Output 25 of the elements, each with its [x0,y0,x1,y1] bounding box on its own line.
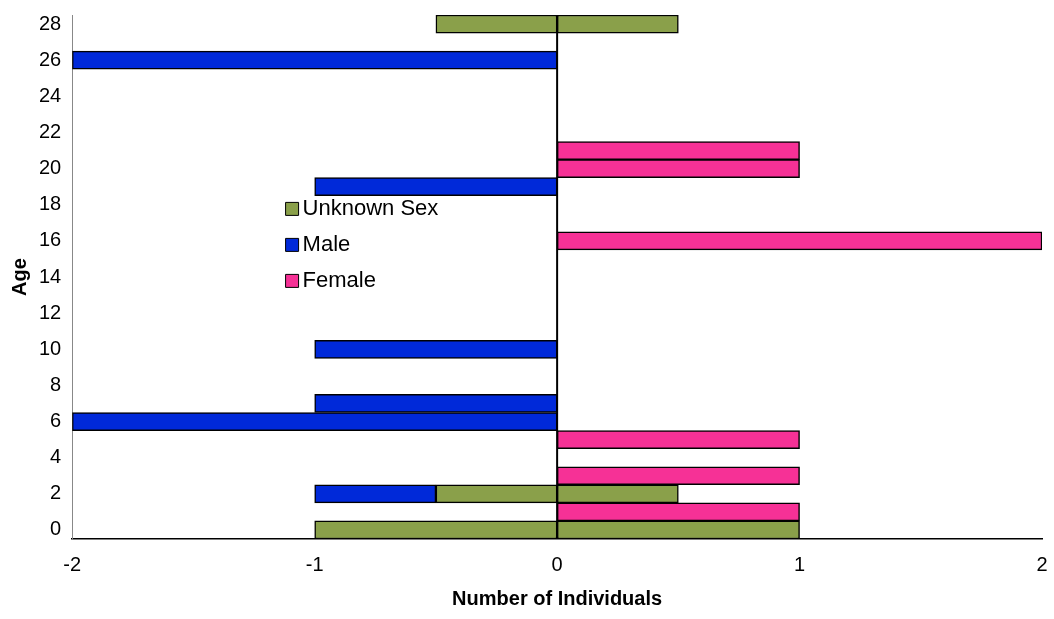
y-tick-label: 12 [39,300,62,323]
legend-label: Male [302,231,351,257]
x-tick-label: 1 [794,552,806,575]
y-tick-label: 20 [39,156,62,179]
y-tick-label: 4 [50,445,62,468]
y-tick-label: 26 [39,47,62,70]
y-tick-label: 6 [50,409,62,432]
y-tick-label: 0 [50,517,62,540]
y-tick-label: 2 [50,481,62,504]
y-tick-label: 14 [39,264,62,287]
y-tick-label: 8 [50,372,62,395]
x-axis-title: Number of Individuals [452,586,663,609]
y-tick-label: 22 [39,119,62,142]
y-tick-label: 24 [39,83,62,106]
y-tick-label: 18 [39,192,62,215]
legend-label: Unknown Sex [302,195,439,221]
x-tick-label: -1 [305,552,324,575]
x-tick-label: -2 [63,552,82,575]
y-tick-label: 10 [39,336,62,359]
x-tick-label: 0 [551,552,563,575]
y-tick-label: 16 [39,228,62,251]
x-tick-label: 2 [1036,552,1048,575]
y-axis-title: Age [7,258,30,296]
legend-label: Female [302,267,376,293]
y-tick-label: 28 [39,11,62,34]
